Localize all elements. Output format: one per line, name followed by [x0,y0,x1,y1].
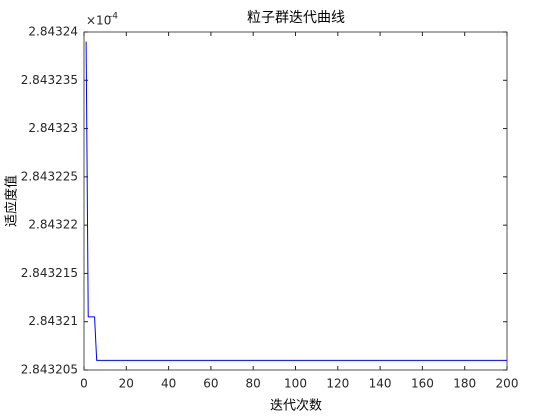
plot-area [83,31,508,371]
x-tick-label: 140 [369,377,392,391]
x-tick-label: 100 [284,377,307,391]
x-tick-label: 0 [80,377,88,391]
y-axis-label: 适应度值 [4,175,20,227]
x-tick-label: 160 [411,377,434,391]
y-tick-label: 2.84322 [28,218,78,232]
x-tick-label: 120 [326,377,349,391]
y-tick-label: 2.843215 [21,266,78,280]
x-tick-label: 200 [496,377,519,391]
x-axis-label: 迭代次数 [270,398,322,414]
x-tick-label: 20 [119,377,134,391]
x-tick-label: 180 [453,377,476,391]
data-line [85,41,507,361]
y-exponent: -4 [109,12,118,22]
y-tick-label: 2.843225 [21,169,78,183]
y-tick-label: 2.84324 [28,25,78,39]
chart-title: 粒子群迭代曲线 [247,10,345,26]
y-tick-label: 2.84321 [28,314,78,328]
y-tick-label: 2.84323 [28,121,78,135]
x-tick-label: 40 [161,377,176,391]
x-tick-label: 80 [246,377,261,391]
x-tick-label: 60 [203,377,218,391]
y-multiplier: ×10 [86,14,111,28]
y-tick-label: 2.843235 [21,73,78,87]
y-tick-label: 2.843205 [21,363,78,377]
